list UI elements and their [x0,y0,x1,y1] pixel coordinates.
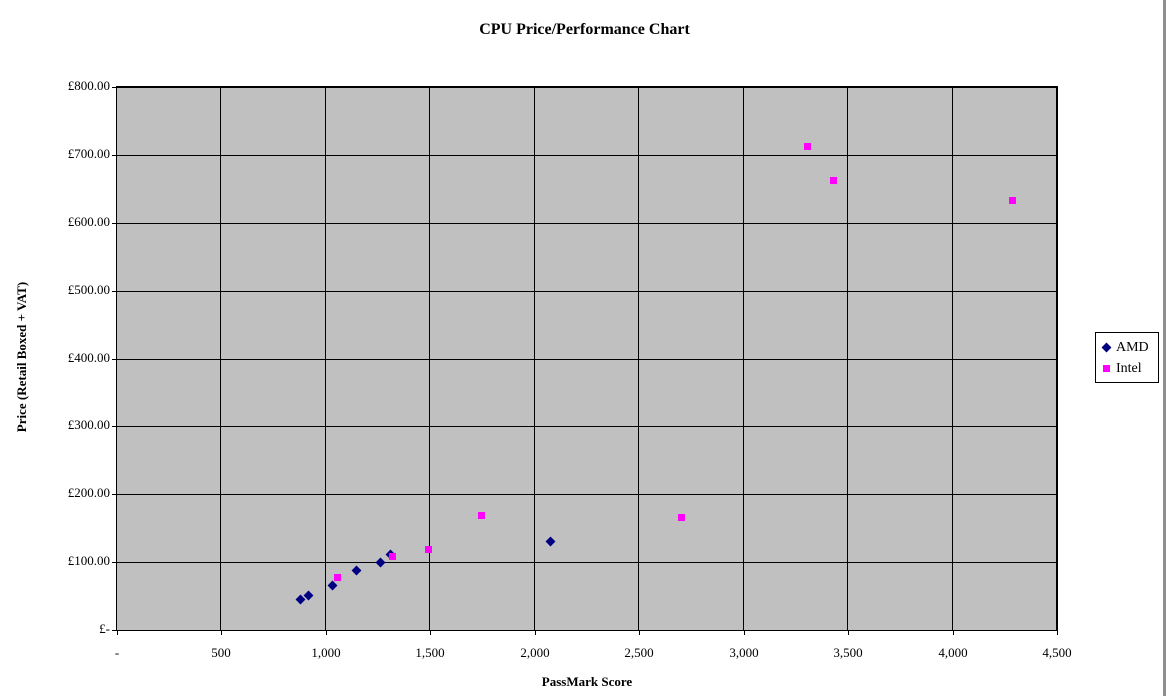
legend-item-amd: AMD [1101,337,1158,358]
y-tick-label: £300.00 [67,417,110,432]
y-tick-label: £500.00 [67,282,110,297]
x-tick-label: 3,000 [729,645,759,660]
data-point-amd [351,565,362,576]
x-axis-tick [848,630,849,635]
x-tick-label: 4,000 [938,645,968,660]
vertical-gridline [743,87,744,630]
horizontal-gridline [117,426,1057,427]
data-point-intel [677,513,685,521]
x-tick-label: 2,500 [624,645,654,660]
chart-title: CPU Price/Performance Chart [479,21,690,38]
y-axis-tick [112,426,117,427]
x-axis-tick [117,630,118,635]
x-axis-title: PassMark Score [541,674,633,689]
data-point-intel [424,546,432,554]
y-tick-label: £400.00 [67,350,110,365]
data-point-intel [829,177,837,185]
vertical-gridline [952,87,953,630]
data-point-intel [333,573,341,581]
amd-diamond-icon [1101,342,1112,353]
legend-item-intel: Intel [1103,358,1158,379]
y-tick-label: £100.00 [67,553,110,568]
x-axis-tick [639,630,640,635]
y-axis-tick [112,291,117,292]
y-axis-tick [112,494,117,495]
x-axis-tick [953,630,954,635]
y-tick-label: £800.00 [67,78,110,93]
legend: AMD Intel [1095,332,1159,383]
horizontal-gridline [117,155,1057,156]
y-tick-label: £700.00 [67,146,110,161]
plot-area [116,86,1058,631]
x-axis-tick [326,630,327,635]
x-axis-tick [744,630,745,635]
x-tick-label: 3,500 [833,645,863,660]
y-axis-tick [112,359,117,360]
x-tick-label: 1,500 [415,645,445,660]
vertical-gridline [847,87,848,630]
horizontal-gridline [117,494,1057,495]
horizontal-gridline [117,562,1057,563]
vertical-gridline [534,87,535,630]
legend-label-amd: AMD [1116,339,1149,355]
vertical-gridline [429,87,430,630]
data-point-amd [375,557,386,568]
legend-label-intel: Intel [1116,360,1142,376]
vertical-gridline [325,87,326,630]
x-tick-label: 1,000 [311,645,341,660]
x-axis-tick [430,630,431,635]
y-axis-title: Price (Retail Boxed + VAT) [14,281,29,433]
data-point-intel [478,512,485,520]
vertical-gridline [1056,87,1057,630]
intel-square-icon [1103,365,1110,372]
vertical-gridline [220,87,221,630]
x-tick-label: 2,000 [520,645,550,660]
data-point-amd [327,580,338,591]
vertical-gridline [638,87,639,630]
y-axis-tick [112,630,117,631]
y-axis-tick [112,87,117,88]
y-tick-label: £200.00 [67,485,110,500]
x-axis-tick [1057,630,1058,635]
data-point-intel [1008,196,1016,204]
data-point-intel [803,142,811,150]
y-tick-label: £- [99,621,110,636]
y-axis-tick [112,223,117,224]
y-tick-label: £600.00 [67,214,110,229]
y-axis-tick [112,562,117,563]
data-point-intel [389,552,397,560]
horizontal-gridline [117,223,1057,224]
window-edge [1163,0,1166,696]
x-tick-label: - [114,645,120,660]
x-tick-label: 500 [211,645,231,660]
x-axis-tick [221,630,222,635]
data-point-amd [545,536,556,547]
x-tick-label: 4,500 [1042,645,1072,660]
horizontal-gridline [117,87,1057,88]
horizontal-gridline [117,291,1057,292]
horizontal-gridline [117,359,1057,360]
y-axis-tick [112,155,117,156]
x-axis-tick [535,630,536,635]
